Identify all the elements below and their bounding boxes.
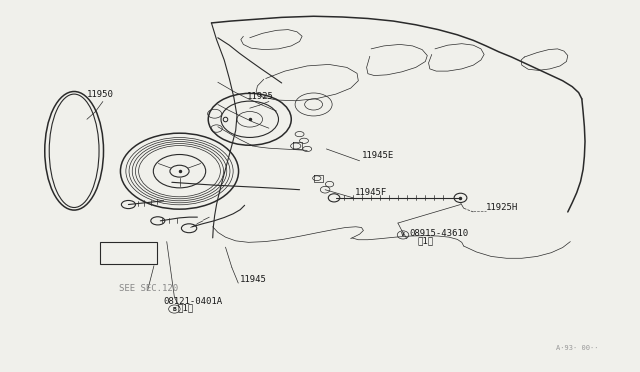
Text: V: V <box>401 232 405 237</box>
Text: （1）: （1） <box>178 304 194 313</box>
Bar <box>100 241 157 264</box>
Text: 11950: 11950 <box>87 90 114 99</box>
Text: 11925H: 11925H <box>486 203 518 212</box>
Text: A·93· 00··: A·93· 00·· <box>556 345 599 351</box>
Text: SEE SEC.120: SEE SEC.120 <box>119 285 178 294</box>
Text: 11945E: 11945E <box>362 151 394 160</box>
Text: 11925: 11925 <box>246 92 273 101</box>
Text: （1）: （1） <box>417 236 433 245</box>
Text: 08121-0401A: 08121-0401A <box>164 298 223 307</box>
Text: 11945F: 11945F <box>355 188 387 197</box>
Text: B: B <box>173 307 176 311</box>
Text: 08915-43610: 08915-43610 <box>410 229 468 238</box>
Text: 11945: 11945 <box>240 275 267 284</box>
